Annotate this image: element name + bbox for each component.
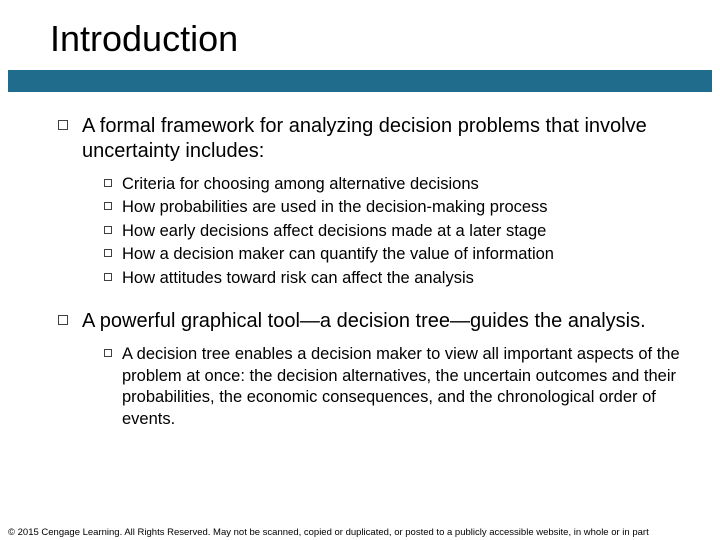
square-bullet-icon: [104, 273, 112, 281]
bullet-text: A powerful graphical tool—a decision tre…: [82, 309, 646, 334]
copyright-footer: © 2015 Cengage Learning. All Rights Rese…: [8, 527, 712, 540]
square-bullet-icon: [104, 179, 112, 187]
square-bullet-icon: [58, 120, 68, 130]
sublist: Criteria for choosing among alternative …: [58, 164, 680, 295]
bullet-text: How a decision maker can quantify the va…: [122, 244, 554, 265]
bullet-level2: How attitudes toward risk can affect the…: [104, 268, 680, 289]
slide-content: A formal framework for analyzing decisio…: [0, 92, 720, 436]
bullet-level2: How probabilities are used in the decisi…: [104, 197, 680, 218]
bullet-text: How early decisions affect decisions mad…: [122, 221, 546, 242]
bullet-text: How attitudes toward risk can affect the…: [122, 268, 474, 289]
bullet-level1: A powerful graphical tool—a decision tre…: [58, 309, 680, 436]
slide-title: Introduction: [0, 0, 720, 70]
bullet-level2: How a decision maker can quantify the va…: [104, 244, 680, 265]
bullet-row: A formal framework for analyzing decisio…: [58, 114, 680, 164]
square-bullet-icon: [58, 315, 68, 325]
square-bullet-icon: [104, 349, 112, 357]
square-bullet-icon: [104, 249, 112, 257]
bullet-text: A decision tree enables a decision maker…: [122, 344, 680, 430]
bullet-level2: How early decisions affect decisions mad…: [104, 221, 680, 242]
square-bullet-icon: [104, 202, 112, 210]
bullet-text: How probabilities are used in the decisi…: [122, 197, 548, 218]
sublist: A decision tree enables a decision maker…: [58, 334, 680, 436]
bullet-level2: A decision tree enables a decision maker…: [104, 344, 680, 430]
bullet-text: Criteria for choosing among alternative …: [122, 174, 479, 195]
bullet-row: A powerful graphical tool—a decision tre…: [58, 309, 680, 334]
bullet-level2: Criteria for choosing among alternative …: [104, 174, 680, 195]
square-bullet-icon: [104, 226, 112, 234]
bullet-text: A formal framework for analyzing decisio…: [82, 114, 680, 164]
title-rule: [8, 70, 712, 92]
bullet-level1: A formal framework for analyzing decisio…: [58, 114, 680, 295]
